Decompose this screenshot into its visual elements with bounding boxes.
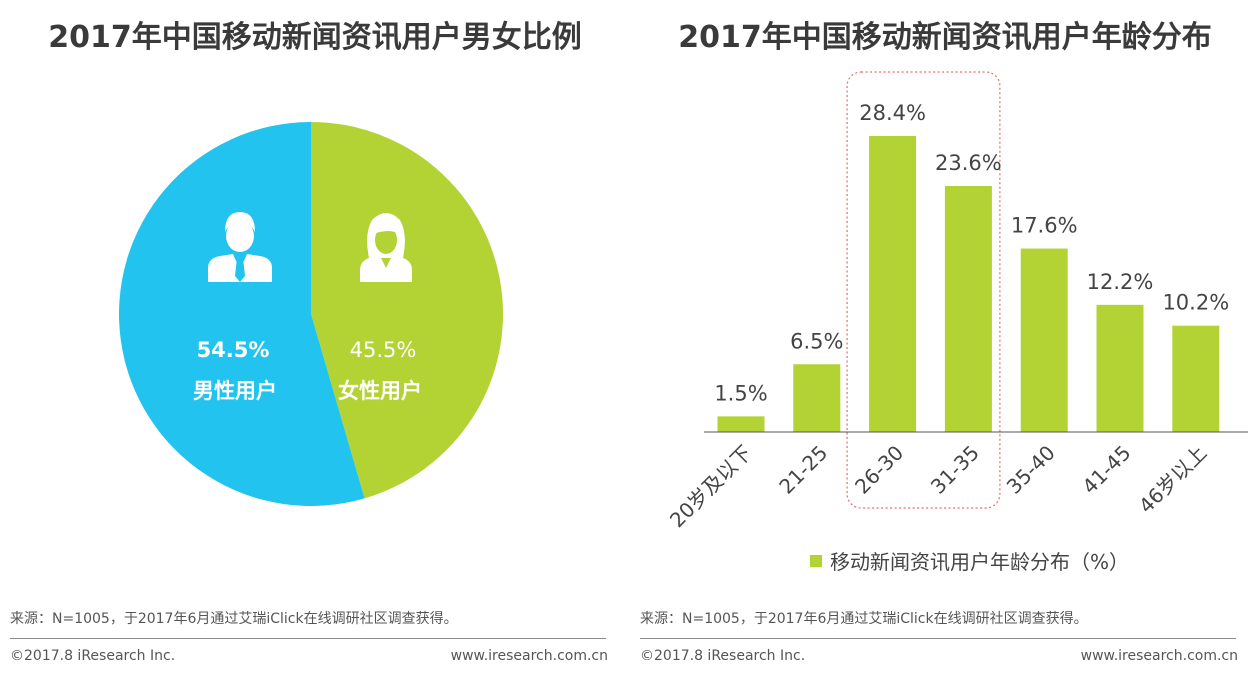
x-tick-label: 20岁及以下 <box>665 441 757 533</box>
female-user-icon <box>360 213 412 282</box>
male-percent-label: 54.5% <box>197 338 270 362</box>
male-user-icon <box>208 212 272 282</box>
x-tick-label: 26-30 <box>850 441 908 499</box>
bar-value-label: 10.2% <box>1162 291 1229 315</box>
highlight-box <box>846 71 1001 509</box>
legend-label: 移动新闻资讯用户年龄分布（%） <box>830 550 1130 574</box>
x-tick-label: 46岁以上 <box>1134 441 1211 518</box>
bar-35-40 <box>1020 248 1068 432</box>
x-tick-label: 21-25 <box>774 441 832 499</box>
bar-value-label: 23.6% <box>935 151 1002 175</box>
chart-legend: 移动新闻资讯用户年龄分布（%） <box>810 546 1129 575</box>
website: www.iresearch.com.cn <box>1080 648 1238 664</box>
gender-pie-chart: 54.5% 男性用户 45.5% 女性用户 <box>118 122 503 506</box>
age-bar-chart: 1.5% 20岁及以下 6.5% 21-25 28.4% 26-30 23.6% 31-35 1… <box>665 71 1248 533</box>
male-user-label: 男性用户 <box>193 379 277 403</box>
bar-value-label: 28.4% <box>859 101 926 125</box>
legend-swatch <box>810 554 822 567</box>
gender-chart-title: 2017年中国移动新闻资讯用户男女比例 <box>48 20 582 55</box>
bar-46岁以上 <box>1172 325 1220 432</box>
bar-value-label: 17.6% <box>1011 214 1078 238</box>
x-tick-label: 41-45 <box>1077 441 1135 499</box>
pie-slice-male <box>118 122 365 506</box>
bar-41-45 <box>1096 304 1144 432</box>
age-chart-title: 2017年中国移动新闻资讯用户年龄分布 <box>678 20 1212 55</box>
copyright: ©2017.8 iResearch Inc. <box>10 648 176 664</box>
bar-31-35 <box>944 186 992 432</box>
bar-21-25 <box>793 364 841 432</box>
x-tick-label: 31-35 <box>926 441 984 499</box>
copyright: ©2017.8 iResearch Inc. <box>640 648 806 664</box>
female-percent-label: 45.5% <box>350 338 417 362</box>
gender-panel: 2017年中国移动新闻资讯用户男女比例 54.5% 男性用户 45.5% 女性用户 来… <box>10 20 608 664</box>
bar-20岁及以下 <box>717 416 765 432</box>
source-note: 来源：N=1005，于2017年6月通过艾瑞iClick在线调研社区调查获得。 <box>640 611 1088 627</box>
footer-divider <box>640 638 1236 639</box>
bar-value-label: 1.5% <box>714 381 767 405</box>
bar-26-30 <box>869 136 917 432</box>
pie-slice-female <box>311 122 503 499</box>
age-panel: 2017年中国移动新闻资讯用户年龄分布 1.5% 20岁及以下 6.5% 21-25 2… <box>630 0 1260 676</box>
source-note: 来源：N=1005，于2017年6月通过艾瑞iClick在线调研社区调查获得。 <box>10 611 458 627</box>
website: www.iresearch.com.cn <box>450 648 608 664</box>
bar-value-label: 12.2% <box>1087 270 1154 294</box>
female-user-label: 女性用户 <box>338 379 422 403</box>
x-tick-label: 35-40 <box>1002 441 1060 499</box>
bar-value-label: 6.5% <box>790 329 843 353</box>
footer-divider <box>10 638 606 639</box>
